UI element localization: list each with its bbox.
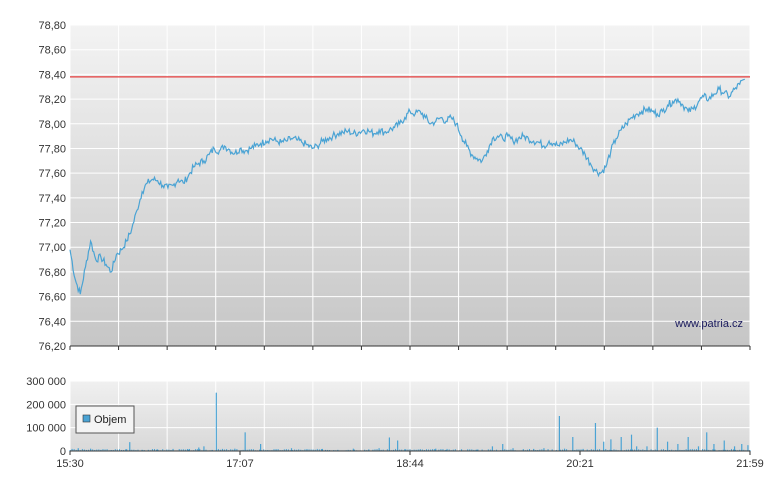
price-y-tick-label: 76,20 [38, 341, 66, 353]
volume-y-tick-label: 0 [60, 446, 66, 458]
legend-label: Objem [94, 414, 126, 426]
x-tick-label: 17:07 [226, 458, 254, 470]
price-y-axis: 76,20 76,40 76,60 76,80 77,00 77,20 77,40 77,60… [38, 20, 66, 353]
price-y-tick-label: 77,80 [38, 143, 66, 155]
legend-swatch [82, 414, 91, 423]
price-series-line [69, 78, 745, 295]
x-tick-label: 15:30 [56, 458, 84, 470]
price-y-tick-label: 76,40 [38, 316, 66, 328]
price-grid [69, 24, 751, 347]
price-y-tick-label: 78,80 [38, 20, 66, 32]
price-x-ticks [69, 346, 751, 350]
price-y-tick-label: 78,40 [38, 69, 66, 81]
price-y-tick-label: 78,60 [38, 45, 66, 57]
price-y-tick-label: 77,40 [38, 193, 66, 205]
price-panel: 76,20 76,40 76,60 76,80 77,00 77,20 77,40 77,60… [38, 20, 751, 353]
price-y-tick-label: 77,60 [38, 168, 66, 180]
volume-y-axis: 0 100 000 200 000 300 000 [26, 376, 66, 458]
volume-y-tick-label: 200 000 [26, 399, 66, 411]
price-y-tick-label: 76,80 [38, 267, 66, 279]
price-y-tick-label: 78,00 [38, 119, 66, 131]
x-tick-label: 18:44 [396, 458, 424, 470]
watermark: www.patria.cz [674, 318, 743, 330]
volume-y-tick-label: 300 000 [26, 376, 66, 388]
price-y-tick-label: 77,00 [38, 242, 66, 254]
x-tick-label: 20:21 [566, 458, 594, 470]
legend: Objem [75, 405, 135, 434]
x-tick-label: 21:59 [736, 458, 764, 470]
price-y-tick-label: 77,20 [38, 218, 66, 230]
volume-x-axis-labels: 15:30 17:07 18:44 20:21 21:59 [56, 451, 764, 470]
price-y-tick-label: 76,60 [38, 292, 66, 304]
price-y-tick-label: 78,20 [38, 94, 66, 106]
volume-panel: 0 100 000 200 000 300 000 15:30 17:07 18:44 20… [26, 376, 764, 470]
volume-y-tick-label: 100 000 [26, 423, 66, 435]
